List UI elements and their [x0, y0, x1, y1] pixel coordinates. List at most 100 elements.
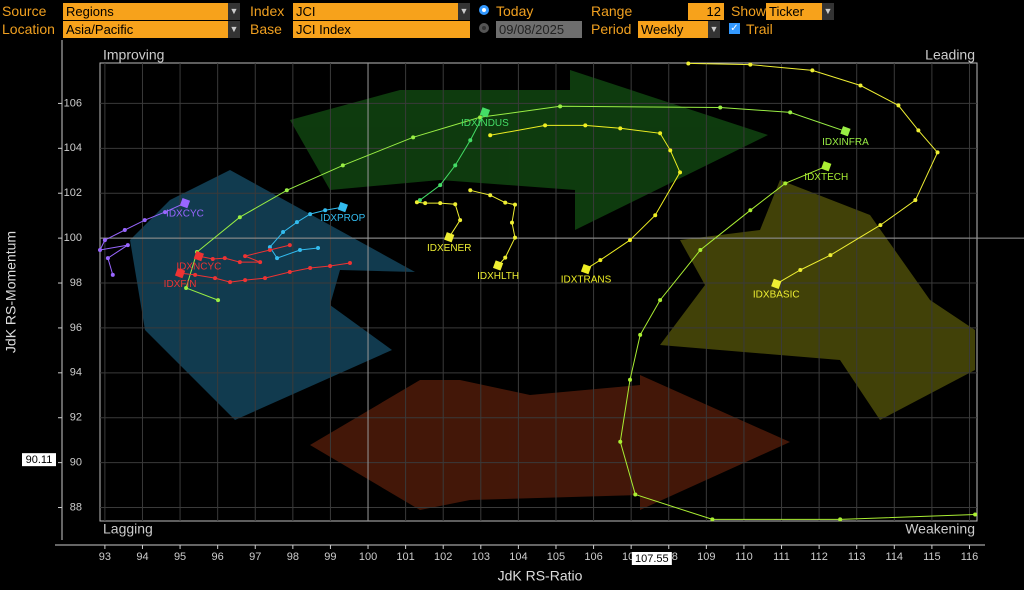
x-tick-label: 115 — [923, 551, 941, 563]
trail-line — [619, 165, 976, 520]
x-tick-label: 95 — [174, 551, 186, 563]
head-marker — [179, 197, 191, 209]
dropdown-button[interactable]: ▼ — [822, 3, 834, 20]
trail-point — [438, 183, 443, 188]
trail-point — [618, 126, 623, 131]
dropdown-button[interactable]: ▼ — [458, 3, 470, 20]
control-label: Base — [250, 21, 282, 37]
control-field[interactable]: Weekly — [638, 21, 720, 38]
head-marker — [821, 161, 832, 172]
trail-point — [267, 245, 272, 250]
arrow-weakening — [660, 180, 975, 420]
trail-point — [237, 260, 242, 265]
trail-point — [297, 248, 302, 253]
x-tick-label: 98 — [287, 551, 299, 563]
control-label: Range — [591, 3, 633, 19]
y-tick-label: 100 — [64, 232, 82, 244]
trail-line — [198, 244, 290, 263]
trail-point — [810, 68, 815, 73]
trail-point — [294, 220, 299, 225]
trail-point — [284, 188, 289, 193]
trail-point — [633, 492, 638, 497]
series-label: IDXENER — [427, 243, 471, 254]
trail-point — [653, 213, 658, 218]
trail-point — [686, 61, 691, 66]
trail-point — [105, 256, 110, 261]
control-field[interactable]: JCI — [293, 3, 470, 20]
trail-point — [228, 280, 233, 285]
date-field: 09/08/2025 — [496, 21, 582, 38]
y-tick-label: 98 — [70, 277, 82, 289]
head-marker — [193, 250, 204, 262]
dropdown-button[interactable]: ▼ — [228, 21, 240, 38]
head-marker — [174, 268, 186, 279]
trail-point — [468, 188, 473, 193]
x-axis-label: JdK RS-Ratio — [498, 568, 583, 584]
x-tick-label: 96 — [212, 551, 224, 563]
trail-point — [423, 201, 428, 206]
trail-point — [125, 243, 130, 248]
trail-point — [347, 261, 352, 266]
series-label: IDXINDUS — [461, 118, 509, 129]
trail-checkbox[interactable]: ✓ — [729, 23, 740, 34]
trail-point — [916, 128, 921, 133]
quadrant-label: Lagging — [103, 521, 153, 537]
crosshair-x-box — [631, 552, 672, 565]
series-label: IDXHLTH — [477, 271, 519, 282]
trail-line — [470, 189, 516, 266]
head-marker — [840, 126, 851, 137]
control-field[interactable]: 12 — [688, 3, 724, 20]
trail-line — [688, 62, 939, 285]
head-marker — [479, 107, 491, 118]
x-tick-label: 110 — [735, 551, 753, 563]
trail-point — [210, 256, 215, 261]
dropdown-button[interactable]: ▼ — [708, 21, 720, 38]
trail-point — [184, 285, 189, 290]
trail-line — [416, 201, 461, 238]
trail-point — [222, 256, 227, 261]
control-label: Source — [2, 3, 47, 19]
radio-button[interactable] — [479, 23, 489, 33]
y-tick-label: 88 — [70, 501, 82, 513]
rotation-arrows — [130, 70, 975, 510]
trail-option[interactable]: Trail — [746, 21, 773, 37]
arrow-improving — [130, 170, 415, 420]
control-field[interactable]: Regions — [63, 3, 240, 20]
trail-point — [698, 248, 703, 253]
control-field[interactable]: JCI Index — [293, 21, 470, 38]
trail-point — [748, 62, 753, 67]
x-tick-label: 104 — [509, 551, 527, 563]
trail-point — [973, 512, 978, 517]
trail-point — [488, 133, 493, 138]
arrow-leading — [290, 70, 768, 230]
trail-point — [718, 105, 723, 110]
trail-point — [411, 135, 416, 140]
trail-point — [110, 272, 115, 277]
x-tick-label: 101 — [396, 551, 414, 563]
trail-point — [438, 201, 443, 206]
trail-point — [878, 223, 883, 228]
dropdown-button[interactable]: ▼ — [228, 3, 240, 20]
y-tick-label: 106 — [64, 97, 82, 109]
trail-point — [193, 272, 198, 277]
today-option[interactable]: Today — [496, 3, 534, 19]
quadrant-label: Weakening — [905, 521, 975, 537]
radio-button[interactable] — [479, 5, 489, 15]
trail-point — [308, 265, 313, 270]
x-tick-label: 111 — [773, 551, 790, 563]
control-field[interactable]: Asia/Pacific — [63, 21, 240, 38]
head-marker — [580, 263, 592, 275]
control-label: Period — [591, 21, 632, 37]
x-tick-label: 102 — [434, 551, 452, 563]
x-tick-label: 93 — [99, 551, 111, 563]
head-marker — [492, 260, 504, 271]
trail-point — [102, 238, 107, 243]
control-field[interactable]: Ticker — [766, 3, 822, 20]
trail-point — [122, 228, 127, 233]
trail-point — [243, 254, 248, 259]
trail-point — [468, 138, 473, 143]
trail-point — [509, 220, 514, 225]
series-label: IDXTRANS — [561, 275, 612, 286]
trail-point — [668, 148, 673, 153]
